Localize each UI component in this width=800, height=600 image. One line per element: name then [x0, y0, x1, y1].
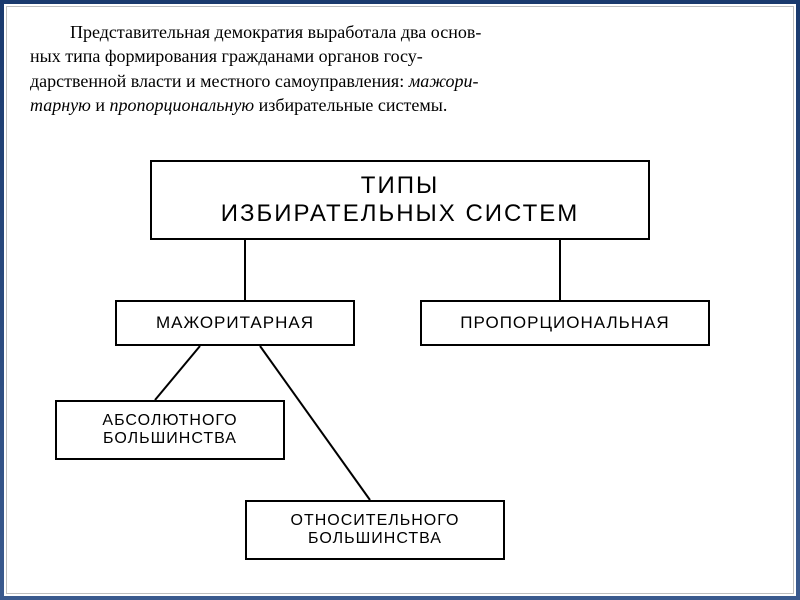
para-line2: ных типа формирования гражданами органов…	[30, 46, 423, 66]
node-prop-label: ПРОПОРЦИОНАЛЬНАЯ	[452, 309, 677, 337]
node-root-line2: ИЗБИРАТЕЛЬНЫХ СИСТЕМ	[221, 200, 579, 228]
para-line4-em2: пропорциональную	[109, 95, 254, 115]
node-abs-line1: АБСОЛЮТНОГО	[102, 412, 237, 430]
para-line1: Представительная демократия выработала д…	[70, 22, 481, 42]
para-line4-em1: тарную	[30, 95, 91, 115]
node-root-line1: ТИПЫ	[221, 172, 579, 200]
para-line3-em: мажори-	[409, 71, 479, 91]
node-rel-line2: БОЛЬШИНСТВА	[291, 530, 460, 548]
node-abs: АБСОЛЮТНОГО БОЛЬШИНСТВА	[55, 400, 285, 460]
node-rel-line1: ОТНОСИТЕЛЬНОГО	[291, 512, 460, 530]
para-line3-pre: дарственной власти и местного самоуправл…	[30, 71, 409, 91]
node-rel: ОТНОСИТЕЛЬНОГО БОЛЬШИНСТВА	[245, 500, 505, 560]
intro-paragraph: Представительная демократия выработала д…	[30, 20, 770, 117]
node-major-label: МАЖОРИТАРНАЯ	[148, 309, 322, 337]
node-major: МАЖОРИТАРНАЯ	[115, 300, 355, 346]
node-root: ТИПЫ ИЗБИРАТЕЛЬНЫХ СИСТЕМ	[150, 160, 650, 240]
node-abs-line2: БОЛЬШИНСТВА	[102, 430, 237, 448]
para-line4-mid: и	[91, 95, 110, 115]
node-prop: ПРОПОРЦИОНАЛЬНАЯ	[420, 300, 710, 346]
para-line4-post: избирательные системы.	[254, 95, 447, 115]
